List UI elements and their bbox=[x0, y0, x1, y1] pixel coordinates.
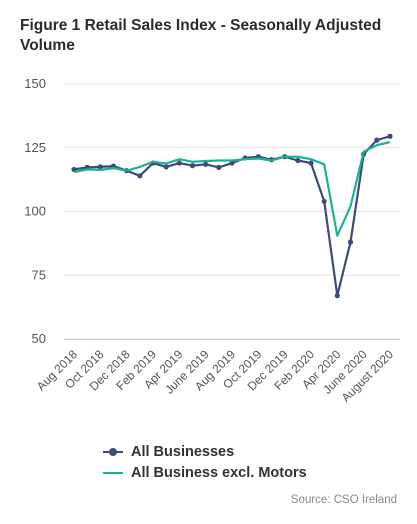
y-axis-ticks: 50 75 100 125 150 bbox=[24, 76, 46, 346]
y-tick-label: 100 bbox=[24, 204, 46, 219]
data-point[interactable] bbox=[229, 160, 235, 166]
data-point[interactable] bbox=[137, 173, 143, 179]
data-point[interactable] bbox=[97, 164, 103, 170]
data-point[interactable] bbox=[295, 157, 301, 164]
gridlines bbox=[64, 83, 400, 340]
series-lines bbox=[71, 133, 393, 299]
data-point[interactable] bbox=[203, 161, 209, 167]
series-line-2 bbox=[73, 141, 391, 237]
data-point[interactable] bbox=[163, 164, 169, 170]
data-point[interactable] bbox=[374, 137, 380, 143]
data-point[interactable] bbox=[216, 164, 222, 170]
data-point[interactable] bbox=[321, 198, 327, 204]
data-point[interactable] bbox=[347, 239, 354, 245]
data-point[interactable] bbox=[334, 293, 340, 299]
legend-swatch-series2 bbox=[103, 468, 123, 478]
legend-label-series1: All Businesses bbox=[131, 443, 235, 460]
data-point[interactable] bbox=[176, 160, 182, 166]
legend-label-series2: All Business excl. Motors bbox=[131, 464, 307, 481]
legend-item-excl-motors[interactable]: All Business excl. Motors bbox=[103, 462, 307, 483]
chart-title: Figure 1 Retail Sales Index - Seasonally… bbox=[20, 17, 382, 54]
y-tick-label: 125 bbox=[24, 140, 46, 155]
legend-swatch-series1 bbox=[103, 447, 123, 457]
source-note: Source: CSO Ireland bbox=[290, 494, 397, 506]
y-tick-label: 150 bbox=[24, 76, 46, 91]
legend: All Businesses All Business excl. Motors bbox=[103, 441, 307, 483]
y-tick-label: 50 bbox=[32, 331, 46, 346]
data-point[interactable] bbox=[189, 163, 196, 169]
data-point[interactable] bbox=[308, 160, 314, 166]
y-tick-label: 75 bbox=[32, 267, 46, 282]
data-point[interactable] bbox=[387, 133, 393, 139]
legend-item-all-businesses[interactable]: All Businesses bbox=[103, 441, 307, 462]
